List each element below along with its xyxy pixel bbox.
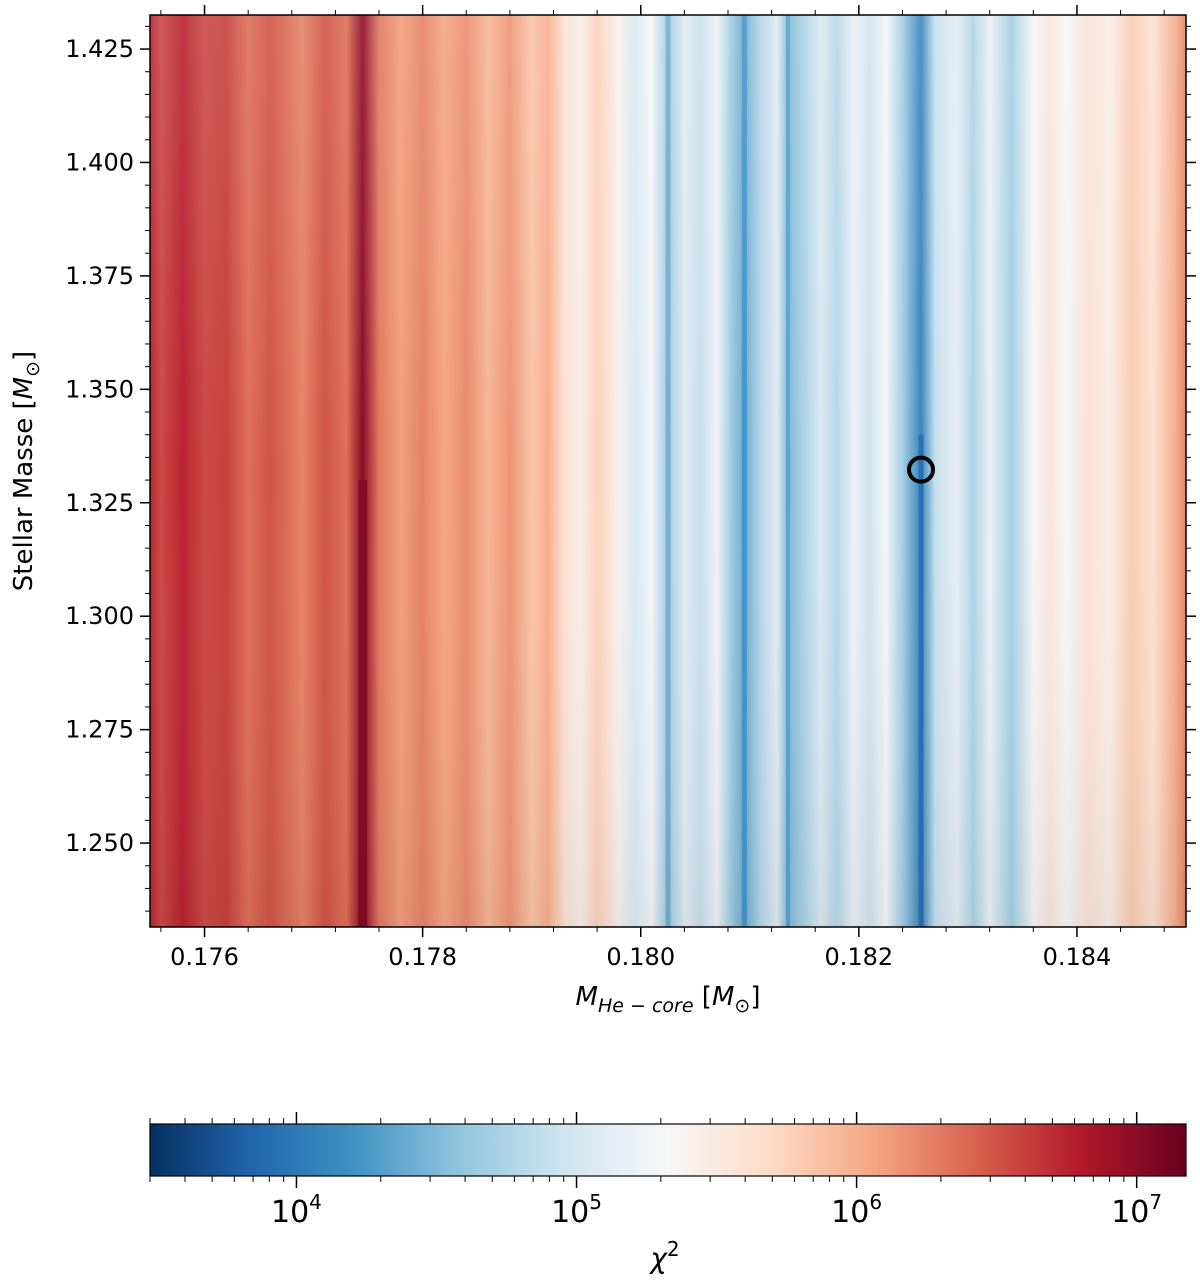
y-axis: 1.250 1.275 1.300 1.325 1.350 1.375 1.400 1.425 — [65, 25, 1196, 912]
colorbar-frame — [149, 1123, 1187, 1177]
best-fit-marker — [907, 455, 936, 484]
colorbar-ticks: 104 105 106 107 — [149, 1112, 1162, 1230]
colorbar-fill — [150, 1124, 1186, 1176]
heatmap-shading — [150, 15, 1186, 927]
y-tick-label: 1.300 — [65, 602, 134, 630]
colorbar-label: χ2 — [648, 1237, 679, 1275]
colorbar-tick-label: 105 — [551, 1190, 602, 1230]
heatmap-area — [150, 15, 1186, 927]
colorbar-tick-label: 104 — [271, 1190, 322, 1230]
x-tick-label: 0.182 — [824, 943, 893, 971]
y-tick-label: 1.325 — [65, 489, 134, 517]
plot-frame — [149, 14, 1187, 928]
x-tick-label: 0.176 — [170, 943, 239, 971]
y-tick-label: 1.425 — [65, 35, 134, 63]
y-axis-label: Stellar Masse [M⊙] — [9, 351, 44, 591]
x-tick-label: 0.178 — [388, 943, 457, 971]
x-axis: 0.176 0.178 0.180 0.182 0.184 — [160, 5, 1165, 971]
colorbar-tick-label: 107 — [1111, 1190, 1162, 1230]
y-tick-label: 1.350 — [65, 375, 134, 403]
x-tick-label: 0.184 — [1043, 943, 1112, 971]
y-tick-label: 1.250 — [65, 829, 134, 857]
y-tick-label: 1.400 — [65, 148, 134, 176]
x-tick-label: 0.180 — [606, 943, 675, 971]
x-axis-label: MHe − core [M⊙] — [576, 982, 761, 1017]
y-tick-label: 1.375 — [65, 262, 134, 290]
colorbar-tick-label: 106 — [831, 1190, 882, 1230]
colorbar: 104 105 106 107 χ2 — [149, 1112, 1187, 1275]
y-tick-label: 1.275 — [65, 716, 134, 744]
